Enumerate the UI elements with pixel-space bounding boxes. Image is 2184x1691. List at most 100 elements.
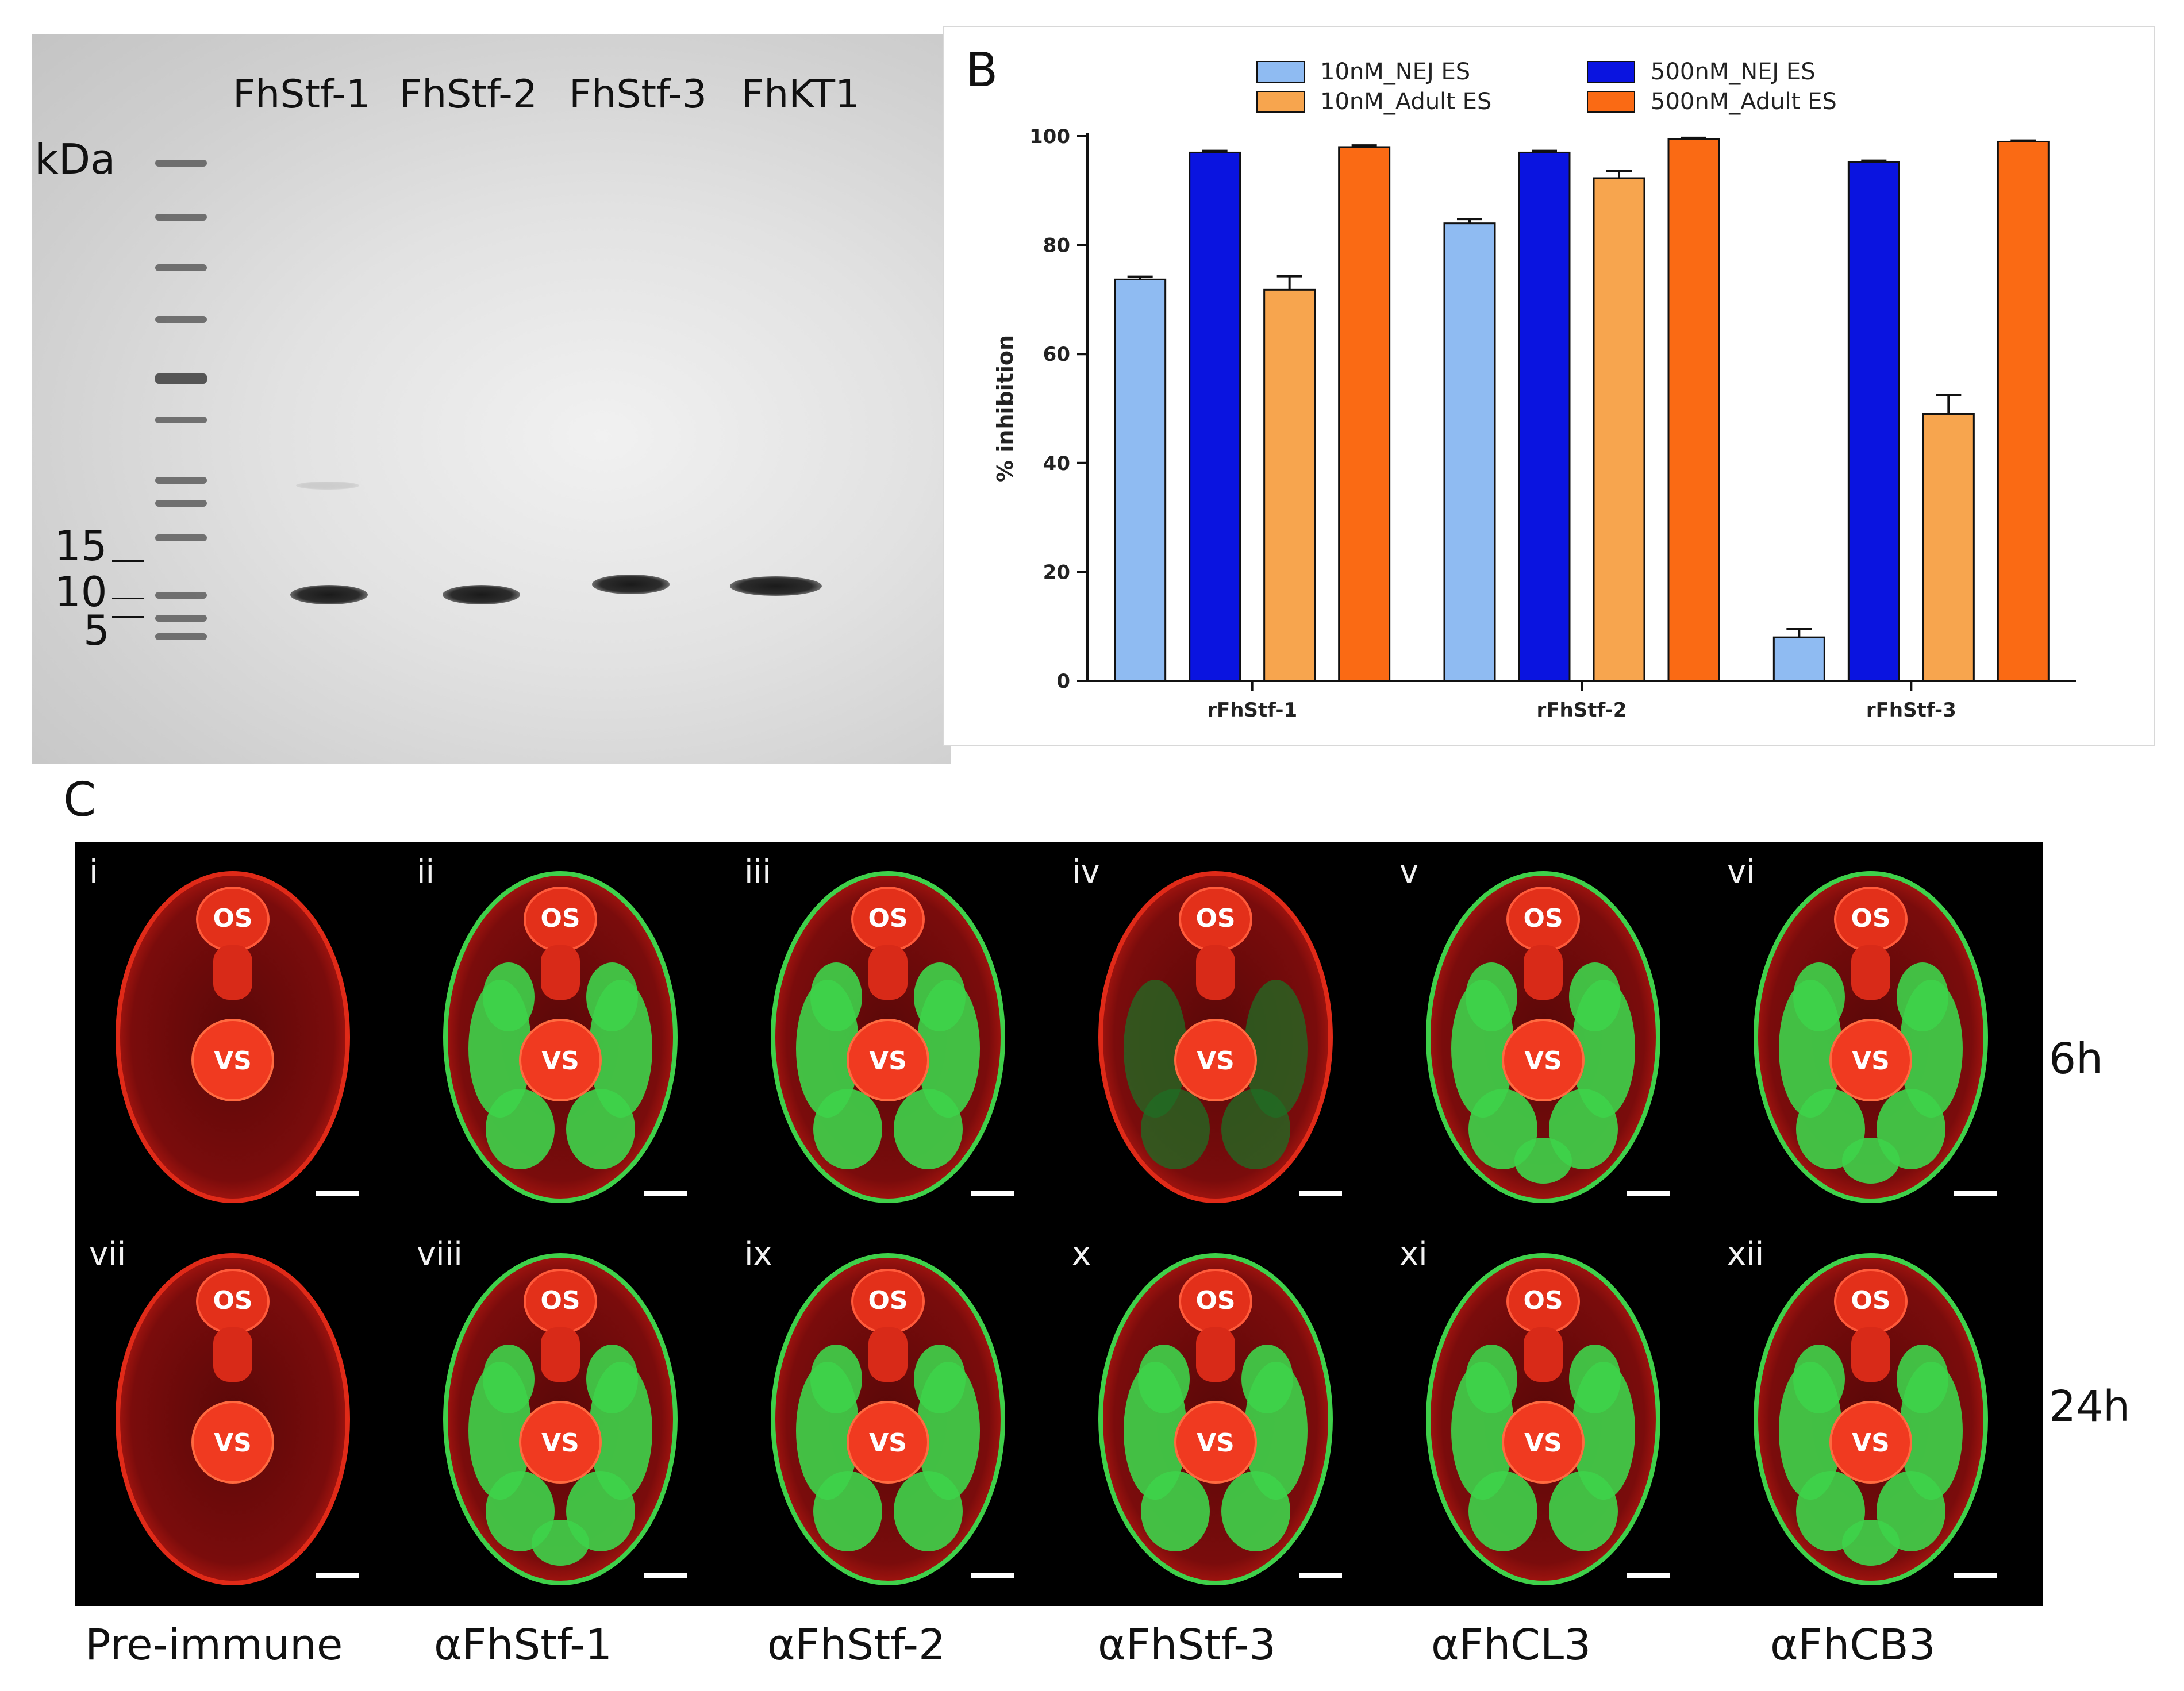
scale-bar [1299,1573,1342,1578]
ladder-band [155,615,207,622]
os-label: OS [1523,1286,1563,1315]
os-label: OS [868,904,908,933]
green-stain [1468,1471,1537,1551]
os-label: OS [540,1286,580,1315]
lane-label: FhStf-2 [399,72,538,117]
antibody-label: αFhCB3 [1770,1620,1936,1670]
green-stain [914,1345,966,1413]
green-stain [1514,1138,1572,1184]
marker-15: 15 [55,522,107,570]
green-stain [1138,1345,1190,1413]
cell-index-label: ix [744,1235,772,1273]
antibody-label: Pre-immune [85,1620,343,1670]
green-stain [1124,980,1187,1118]
cell-index-label: ii [417,853,435,891]
y-tick-label: 60 [1043,343,1070,366]
os-label: OS [1523,904,1563,933]
x-tick-label: rFhStf-1 [1207,699,1297,722]
x-tick-label: rFhStf-3 [1866,699,1956,722]
marker-tick [112,598,144,599]
worm-image: OS VS [1754,871,1997,1203]
sample-band-fhstf-1-faint [296,482,359,490]
worm-image: OS VS [771,1253,1014,1585]
green-stain [1466,962,1517,1031]
legend-label: 10nM_Adult ES [1320,88,1491,115]
marker-tick [112,616,144,618]
antibody-label: αFhStf-2 [767,1620,946,1670]
y-tick-label: 40 [1043,452,1070,475]
vs-label: VS [869,1046,907,1076]
worm-image: OS VS [771,871,1014,1203]
green-stain [810,1345,862,1413]
lane-label: FhStf-3 [569,72,708,117]
marker-5: 5 [83,606,110,654]
vs-label: VS [541,1428,579,1458]
ventral-sucker [1829,1019,1912,1101]
vs-label: VS [1197,1428,1235,1458]
micrograph-cell: OS VS i [78,842,405,1224]
micrograph-cell: OS VS x [1060,1224,1388,1606]
green-stain [914,962,966,1031]
green-stain [1244,980,1308,1118]
pharynx [213,1327,252,1382]
panel-b-label: B [966,43,998,98]
cell-index-label: xii [1727,1235,1764,1273]
micrograph-cell: OS VS viii [405,1224,733,1606]
cell-index-label: i [89,853,98,891]
timepoint-label-24h: 24h [2049,1382,2131,1431]
scale-bar [1299,1191,1342,1196]
gel-image [32,34,951,764]
lane-label: FhKT1 [741,72,860,117]
pharynx [1851,1327,1890,1382]
green-stain [1569,962,1621,1031]
bar [1518,151,1571,682]
green-stain [586,962,638,1031]
vs-label: VS [541,1046,579,1076]
green-stain [1241,1345,1293,1413]
green-stain [810,962,862,1031]
scale-bar [1954,1573,1997,1578]
green-stain [1842,1138,1900,1184]
os-label: OS [540,904,580,933]
ladder-band [155,417,207,423]
y-tick-label: 80 [1043,234,1070,257]
pharynx [1196,945,1235,1000]
bar [1997,140,2050,682]
green-stain [532,1520,589,1566]
pharynx [1196,1327,1235,1382]
sample-band-fhkt1 [730,576,822,596]
scale-bar [971,1573,1014,1578]
green-stain [1141,1089,1210,1169]
vs-label: VS [214,1428,252,1458]
cell-index-label: xi [1399,1235,1428,1273]
green-stain [1897,962,1948,1031]
green-stain [1549,1471,1618,1551]
cell-index-label: iv [1072,853,1100,891]
scale-bar [316,1191,359,1196]
green-stain [1141,1471,1210,1551]
os-label: OS [1851,1286,1890,1315]
ladder-band [155,633,207,640]
pharynx [541,945,580,1000]
bar [1263,288,1316,682]
ventral-sucker [191,1401,274,1484]
legend-label: 500nM_Adult ES [1651,88,1837,115]
sample-band-fhstf-2 [443,585,520,604]
os-label: OS [1195,1286,1235,1315]
ventral-sucker [1502,1401,1585,1484]
os-label: OS [1851,904,1890,933]
marker-10: 10 [55,568,107,616]
antibody-label: αFhStf-3 [1098,1620,1276,1670]
panel-c-label: C [63,773,97,827]
green-stain [586,1345,638,1413]
ladder-band [155,316,207,323]
vs-label: VS [869,1428,907,1458]
legend-swatch [1587,91,1635,113]
green-stain [894,1471,963,1551]
ventral-sucker [1502,1019,1585,1101]
scale-bar [1954,1191,1997,1196]
ventral-sucker [847,1019,929,1101]
green-stain [1221,1471,1290,1551]
y-tick-label: 100 [1029,125,1070,148]
vs-label: VS [1524,1428,1562,1458]
